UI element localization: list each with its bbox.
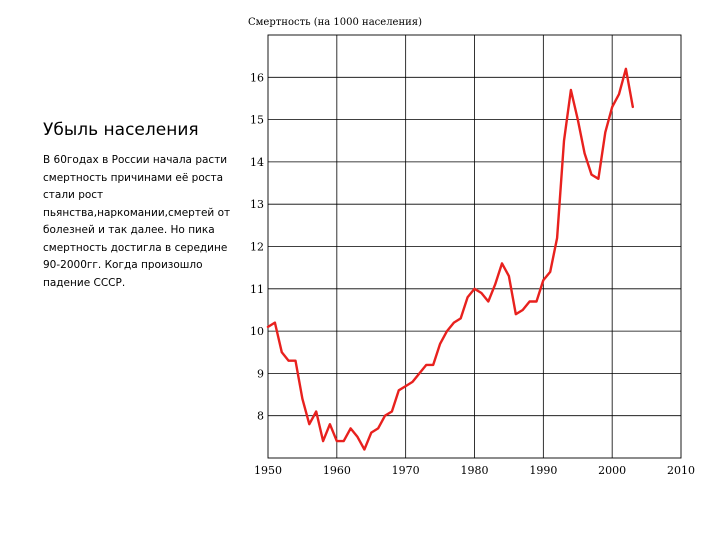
body-line: падение СССР. (43, 276, 126, 289)
x-tick-label: 2010 (667, 464, 695, 477)
y-tick-label: 13 (250, 198, 264, 211)
mortality-series-line (266, 67, 634, 451)
body-line: смертность причинами её роста (43, 171, 224, 184)
y-tick-label: 12 (250, 241, 264, 254)
body-line: В 60годах в России начала расти (43, 154, 228, 166)
y-tick-label: 11 (250, 283, 264, 296)
x-tick-label: 1970 (392, 464, 420, 477)
x-tick-label: 1990 (529, 464, 557, 477)
body-line: 90-2000гг. Когда произошло (43, 259, 203, 271)
y-tick-label: 16 (250, 71, 264, 84)
x-tick-label: 1980 (461, 464, 489, 477)
y-tick-label: 9 (257, 367, 264, 380)
body-line: стали рост (43, 189, 104, 201)
slide-heading: Убыль населения (43, 120, 199, 140)
y-tick-label: 10 (250, 325, 264, 338)
x-tick-label: 2000 (598, 464, 626, 477)
y-tick-label: 14 (250, 156, 264, 169)
body-line: болезней и так далее. Но пика (43, 224, 215, 236)
tick-labels: 1950 1960 1970 1980 1990 2000 2010 8 9 10 11 12 13 14… (250, 71, 695, 477)
body-line: пьянства,наркомании,смертей от (43, 206, 231, 219)
x-tick-label: 1950 (254, 464, 282, 477)
y-tick-label: 15 (250, 114, 264, 127)
plot-frame (267, 34, 682, 459)
x-tick-label: 1960 (323, 464, 351, 477)
slide-body-text: В 60годах в России начала расти смертнос… (43, 152, 248, 292)
series-layer (266, 67, 634, 451)
body-line: смертность достигла в середине (43, 241, 228, 254)
y-tick-label: 8 (257, 410, 264, 423)
chart-grid (268, 35, 681, 458)
chart-title: Смертность (на 1000 населения) (248, 17, 422, 28)
